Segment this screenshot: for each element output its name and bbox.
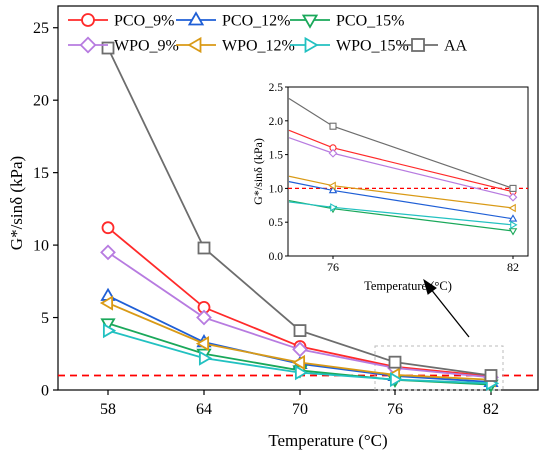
data-point [196, 309, 212, 326]
x-tick-label: 70 [292, 401, 308, 418]
legend-item: WPO_15% [290, 36, 409, 55]
data-point [102, 322, 117, 339]
y-tick-label: 0 [41, 383, 49, 400]
zoom-region-box [374, 345, 504, 391]
inset-series [288, 181, 518, 222]
series [102, 322, 500, 391]
inset-data-point [508, 192, 518, 202]
y-tick-label: 5 [41, 310, 49, 327]
inset-chart: 0.0 0.5 1.0 1.5 2.0 2.5 76 82 Temperature (°C) G*… [251, 82, 529, 293]
inset-y-tick-label: 1.0 [269, 183, 284, 195]
main-series-group [99, 41, 500, 393]
arrow-shaft [429, 287, 470, 338]
inset-data-point [508, 203, 516, 213]
inset-data-point [510, 220, 518, 230]
legend-item: AA [398, 38, 468, 55]
inset-x-tick-label: 82 [507, 260, 519, 274]
legend-label: WPO_9% [114, 38, 179, 55]
legend-item: WPO_12% [176, 36, 295, 55]
data-point [389, 371, 404, 388]
data-point [388, 355, 402, 369]
x-tick-label: 82 [483, 401, 499, 418]
y-tick-label: 20 [33, 93, 49, 110]
data-point [198, 350, 213, 366]
inset-y-tick-label: 0.0 [269, 251, 284, 263]
inset-series [288, 97, 517, 192]
legend-item: PCO_12% [176, 11, 290, 30]
y-tick-label: 10 [33, 238, 49, 255]
legend: PCO_9% PCO_12% PCO_15% WPO_9% WPO_12% WPO_15%… [68, 11, 468, 55]
inset-data-point [328, 185, 338, 194]
data-point [101, 221, 115, 235]
inset-y-tick-label: 0.5 [269, 217, 284, 229]
data-point [195, 336, 210, 352]
data-point [293, 324, 307, 337]
legend-marker [81, 13, 95, 27]
data-point [484, 369, 498, 382]
y-tick-label: 25 [33, 20, 49, 37]
inset-data-point [508, 228, 518, 236]
legend-marker [79, 36, 97, 54]
data-point [99, 295, 114, 311]
inset-arrow [423, 278, 470, 338]
inset-data-point [328, 148, 338, 158]
inset-data-point [509, 184, 517, 192]
inset-x-tick-label: 76 [327, 260, 339, 274]
legend-item: PCO_9% [68, 13, 174, 30]
data-point [294, 365, 309, 381]
inset-series [288, 137, 518, 202]
data-point [292, 341, 308, 358]
inset-y-axis-label: G*/sinδ (kPa) [251, 138, 265, 205]
inset-x-axis-label: Temperature (°C) [364, 279, 452, 293]
x-axis-label: Temperature (°C) [268, 431, 387, 450]
data-point [197, 241, 211, 255]
y-tick-label: 15 [33, 165, 49, 182]
legend-label: WPO_15% [336, 38, 409, 55]
x-tick-label: 64 [196, 401, 212, 418]
legend-label: AA [444, 38, 468, 55]
inset-data-point [330, 203, 338, 212]
inset-data-point [329, 122, 337, 130]
inset-y-tick-label: 1.5 [269, 150, 284, 162]
inset-y-tick-label: 2.0 [269, 116, 284, 128]
legend-marker [301, 14, 319, 29]
legend-marker [187, 36, 202, 54]
legend-label: PCO_12% [222, 13, 290, 30]
legend-marker [304, 36, 319, 54]
legend-item: PCO_15% [290, 13, 404, 30]
legend-label: PCO_9% [114, 13, 174, 30]
legend-marker [411, 38, 425, 52]
series [101, 41, 498, 382]
inset-data-point [508, 214, 518, 222]
inset-series [288, 175, 516, 213]
x-tick-label: 76 [387, 401, 403, 418]
legend-label: PCO_15% [336, 13, 404, 30]
inset-y-tick-label: 2.5 [269, 82, 284, 94]
inset-series [288, 201, 518, 230]
x-tick-label: 58 [100, 401, 116, 418]
plot-frame [57, 5, 539, 391]
legend-item: WPO_9% [68, 36, 179, 55]
y-axis-label: G*/sinδ (kPa) [7, 156, 26, 250]
data-point [100, 244, 116, 261]
inset-data-point [328, 181, 336, 190]
data-point [101, 41, 115, 55]
legend-marker [187, 11, 205, 26]
arrow-head [423, 278, 437, 295]
legend-label: WPO_12% [222, 38, 295, 55]
data-point [291, 354, 306, 371]
